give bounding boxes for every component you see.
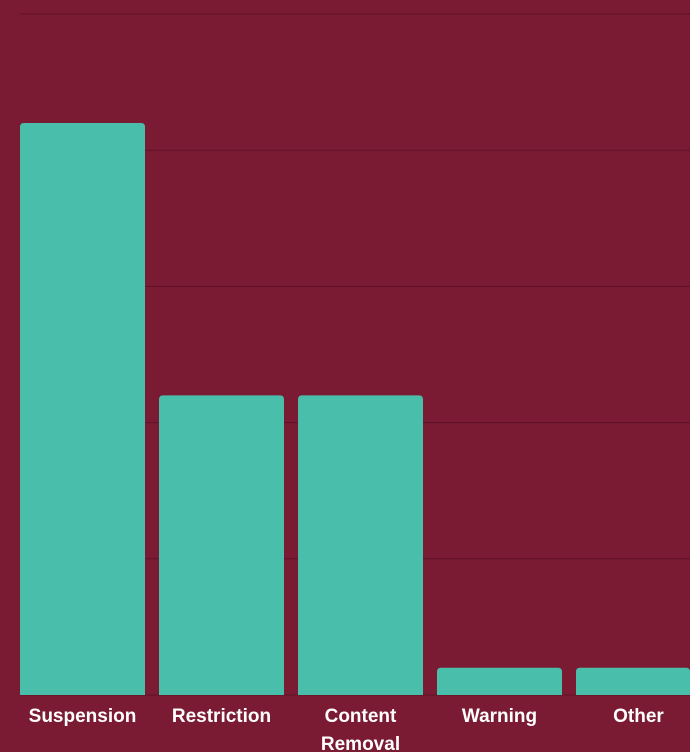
x-tick-label: Warning: [462, 706, 537, 727]
x-tick-label: Suspension: [29, 706, 137, 727]
bar-content-removal: [298, 395, 423, 695]
bar-suspension: [20, 122, 145, 695]
x-tick-label: Restriction: [172, 706, 271, 727]
x-tick-label: Other: [613, 706, 664, 727]
bars: [20, 122, 690, 695]
x-tick-label: Content Removal: [321, 706, 400, 752]
bar-other: [576, 667, 690, 695]
bar-restriction: [159, 395, 284, 695]
bar-warning: [437, 667, 562, 695]
category-labels: Suspension Restriction Content Removal Warni…: [29, 706, 665, 752]
